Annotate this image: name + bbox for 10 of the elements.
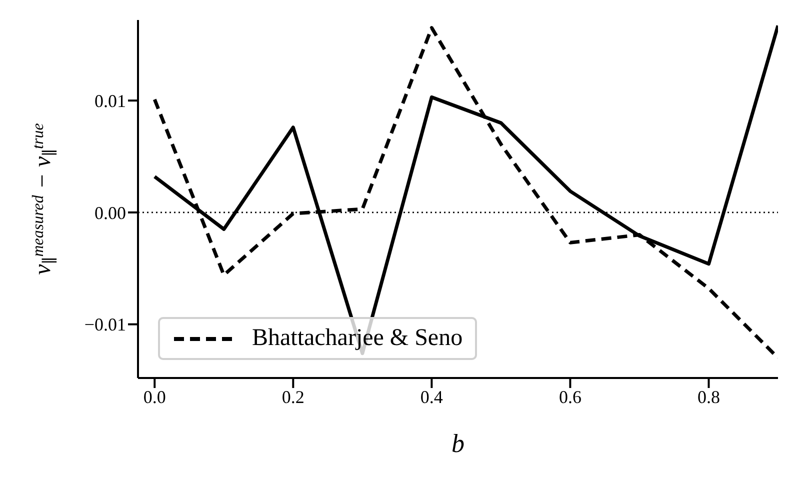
x-tick-label: 0.4 bbox=[420, 386, 443, 407]
y-tick-label: 0.01 bbox=[94, 90, 126, 111]
y-tick-label: −0.01 bbox=[84, 314, 126, 335]
x-tick-label: 0.0 bbox=[143, 386, 166, 407]
x-tick-label: 0.6 bbox=[558, 386, 582, 407]
y-tick-label: 0.00 bbox=[94, 202, 126, 223]
x-axis-title: b bbox=[452, 429, 464, 458]
legend-label: Bhattacharjee & Seno bbox=[252, 325, 463, 352]
x-tick-label: 0.8 bbox=[697, 386, 720, 407]
x-tick-label: 0.2 bbox=[282, 386, 304, 407]
